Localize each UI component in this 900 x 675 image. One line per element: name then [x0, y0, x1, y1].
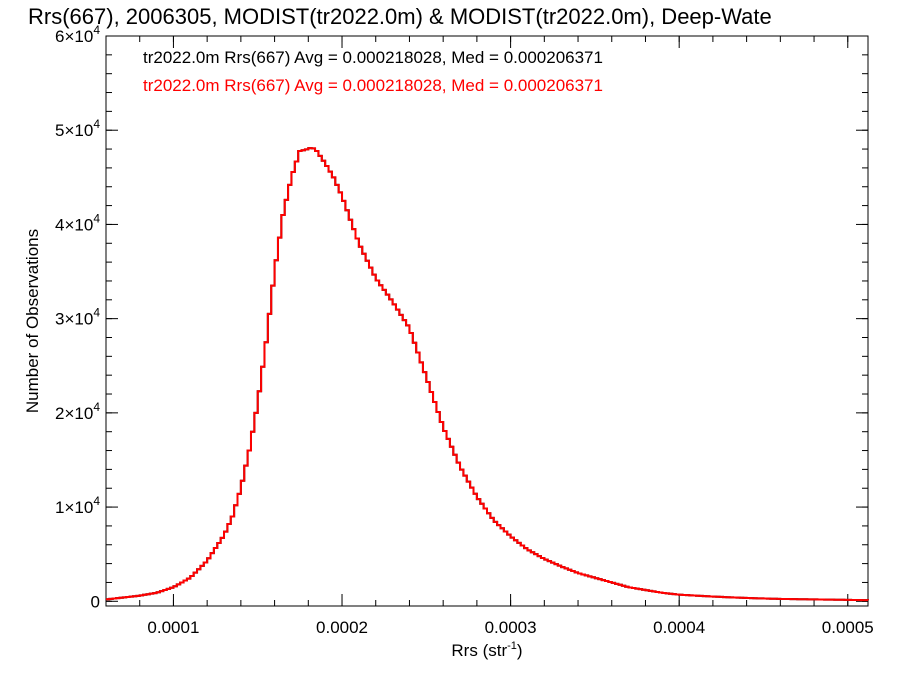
annotation-black: tr2022.0m Rrs(667) Avg = 0.000218028, Me… [143, 48, 603, 67]
y-tick-label: 2×104 [55, 400, 100, 423]
y-tick-exponent: 4 [93, 306, 100, 320]
y-tick-exponent: 4 [93, 494, 100, 508]
y-tick-exponent: 4 [93, 23, 100, 37]
y-tick-label: 3×104 [55, 306, 100, 329]
x-axis-label-sup: -1 [507, 640, 517, 652]
x-tick-label: 0.0004 [653, 618, 705, 637]
x-tick-label: 0.0003 [485, 618, 537, 637]
y-tick-label: 1×104 [55, 494, 100, 517]
x-tick-label: 0.0001 [147, 618, 199, 637]
y-tick-exponent: 4 [93, 211, 100, 225]
x-axis-label-main: Rrs (str [451, 641, 507, 660]
y-tick-label: 5×104 [55, 117, 100, 140]
histogram-series-1 [106, 147, 869, 602]
y-tick-mantissa: 6×10 [55, 27, 93, 46]
y-tick-mantissa: 0 [91, 592, 100, 611]
series-layer [106, 147, 869, 602]
annotation-red: tr2022.0m Rrs(667) Avg = 0.000218028, Me… [143, 76, 603, 95]
y-tick-label: 6×104 [55, 23, 100, 46]
plot-frame [105, 35, 869, 607]
histogram-series-0 [106, 147, 869, 602]
y-tick-label: 4×104 [55, 211, 100, 234]
y-axis-label: Number of Observations [23, 229, 42, 413]
y-tick-mantissa: 5×10 [55, 121, 93, 140]
x-tick-label: 0.0002 [316, 618, 368, 637]
y-tick-mantissa: 1×10 [55, 498, 93, 517]
y-tick-mantissa: 3×10 [55, 310, 93, 329]
y-tick-exponent: 4 [93, 117, 100, 131]
y-tick-mantissa: 2×10 [55, 404, 93, 423]
y-tick-exponent: 4 [93, 400, 100, 414]
x-tick-label: 0.0005 [822, 618, 874, 637]
y-tick-label: 0 [91, 592, 100, 611]
y-tick-mantissa: 4×10 [55, 215, 93, 234]
x-axis-ticks: 0.0001 0.0002 0.0003 0.0004 0.0005 [139, 36, 874, 637]
x-axis-label: Rrs (str-1) [451, 640, 522, 660]
chart-title: Rrs(667), 2006305, MODIST(tr2022.0m) & M… [28, 4, 772, 29]
x-axis-label-close: ) [517, 641, 523, 660]
